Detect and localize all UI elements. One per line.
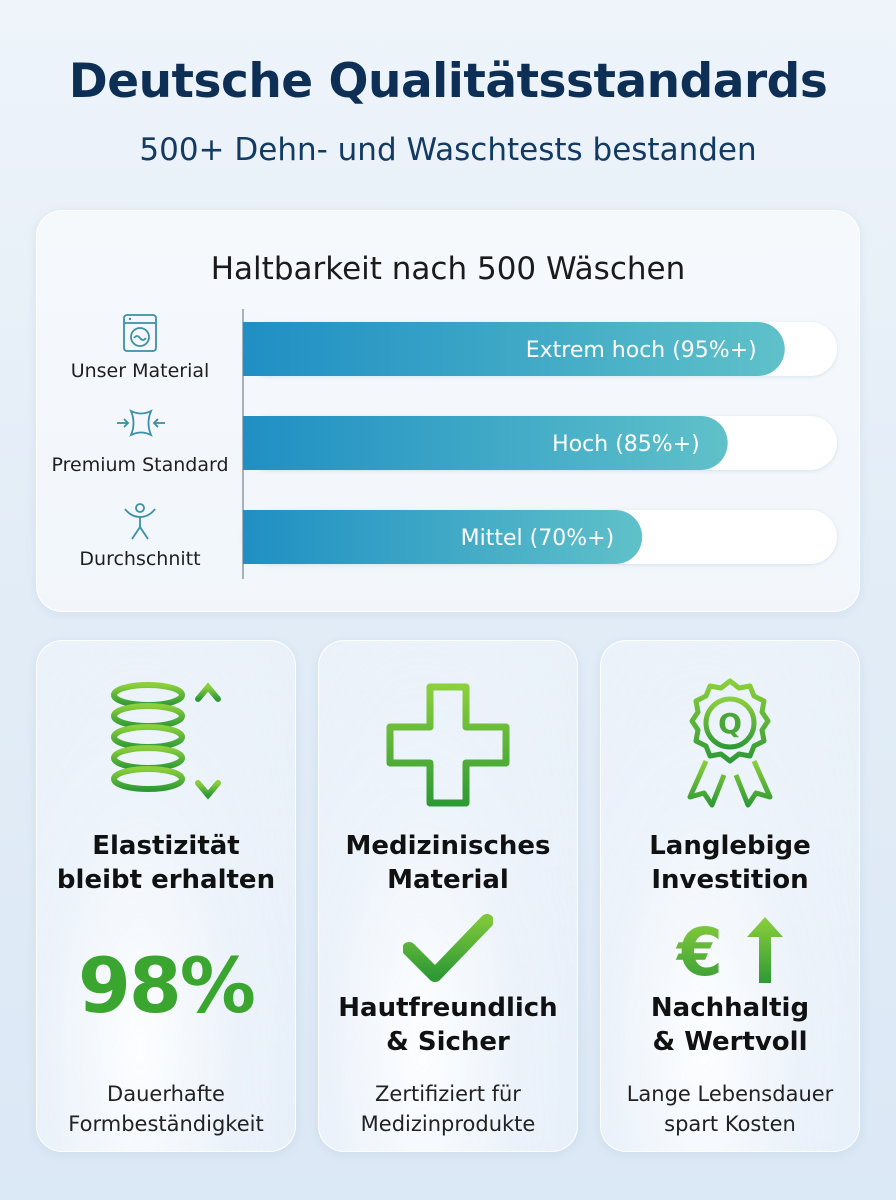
page-subtitle: 500+ Dehn- und Waschtests bestanden <box>139 132 757 168</box>
category-label: Durchschnitt <box>79 548 200 570</box>
bar-data-label: Mittel (70%+) <box>461 526 614 551</box>
bar-3 <box>243 510 643 564</box>
card-subheading: Hautfreundlich & Sicher <box>338 993 558 1057</box>
card-caption: Lange Lebensdauer spart Kosten <box>626 1082 834 1136</box>
card-heading: Langlebige Investition <box>649 831 811 895</box>
svg-text:€: € <box>675 914 723 985</box>
durability-bar-chart: Extrem hoch (95%+) Hoch (85%+) Mittel (70%… <box>51 309 837 579</box>
elasticity-card: Elastizität bleibt erhalten 98% Dauerhaf… <box>36 640 296 1152</box>
quality-badge-icon: Q <box>601 677 859 811</box>
medical-cross-icon <box>319 683 577 807</box>
bar-1 <box>243 322 785 376</box>
card-subheading: Nachhaltig & Wertvoll <box>650 993 810 1057</box>
category-label: Premium Standard <box>51 454 228 476</box>
svg-text:Q: Q <box>718 707 742 740</box>
stretching-person-icon <box>124 503 156 540</box>
bar-2 <box>243 416 728 470</box>
card-heading: Medizinisches Material <box>345 831 551 895</box>
compress-fabric-icon <box>117 409 165 437</box>
euro-arrow-up-icon: € <box>601 913 859 985</box>
bar-data-label: Extrem hoch (95%+) <box>526 338 757 363</box>
washing-machine-icon <box>123 314 157 352</box>
card-caption: Dauerhafte Formbeständigkeit <box>68 1082 264 1136</box>
page-title: Deutsche Qualitätsstandards <box>68 54 828 109</box>
checkmark-icon <box>319 913 577 983</box>
chart-title: Haltbarkeit nach 500 Wäschen <box>210 251 686 287</box>
investment-card: Q Langlebige Investition € Nachhaltig & … <box>600 640 860 1152</box>
category-label: Unser Material <box>71 360 210 382</box>
durability-chart-card: Haltbarkeit nach 500 Wäschen <box>36 210 860 612</box>
medical-material-card: Medizinisches Material Hautfreundlich & … <box>318 640 578 1152</box>
elasticity-stat: 98% <box>78 941 256 1030</box>
card-caption: Zertifiziert für Medizinprodukte <box>360 1082 536 1136</box>
bar-data-label: Hoch (85%+) <box>552 432 700 457</box>
spring-arrows-icon <box>37 681 295 807</box>
card-heading: Elastizität bleibt erhalten <box>56 831 276 895</box>
